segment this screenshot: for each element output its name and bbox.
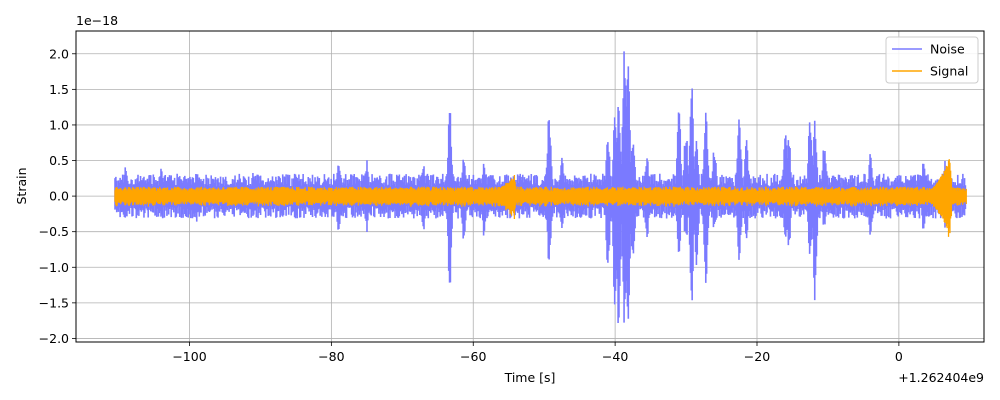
legend-signal-label: Signal xyxy=(930,64,968,79)
plot-area xyxy=(114,51,967,323)
plot-frame xyxy=(75,30,985,343)
y-tick-label: 0.0 xyxy=(49,189,69,204)
x-tick-label: −60 xyxy=(460,349,486,364)
legend-noise-label: Noise xyxy=(930,42,965,57)
y-tick-label: 1.0 xyxy=(49,117,69,132)
y-scale-label: 1e−18 xyxy=(76,13,118,28)
y-tick-label: −0.5 xyxy=(39,224,69,239)
y-tick-label: −1.5 xyxy=(39,295,69,310)
series-signal-line xyxy=(114,159,967,237)
y-axis: −2.0 −1.5 −1.0 −0.5 0.0 0.5 1.0 1.5 2.0 xyxy=(39,46,76,346)
x-axis-label: Time [s] xyxy=(504,370,556,385)
x-axis: −100 −80 −60 −40 −20 0 xyxy=(172,342,903,364)
y-tick-label: 1.5 xyxy=(49,82,69,97)
x-tick-label: −40 xyxy=(602,349,628,364)
x-tick-label: −100 xyxy=(172,349,206,364)
x-offset-label: +1.262404e9 xyxy=(898,370,984,385)
y-tick-label: −1.0 xyxy=(39,260,69,275)
y-tick-label: 0.5 xyxy=(49,153,69,168)
x-tick-label: −80 xyxy=(318,349,344,364)
y-tick-label: 2.0 xyxy=(49,46,69,61)
legend: Noise Signal xyxy=(885,36,979,84)
x-tick-label: −20 xyxy=(744,349,770,364)
x-tick-label: 0 xyxy=(895,349,903,364)
y-tick-label: −2.0 xyxy=(39,331,69,346)
y-axis-label: Strain xyxy=(14,167,29,204)
